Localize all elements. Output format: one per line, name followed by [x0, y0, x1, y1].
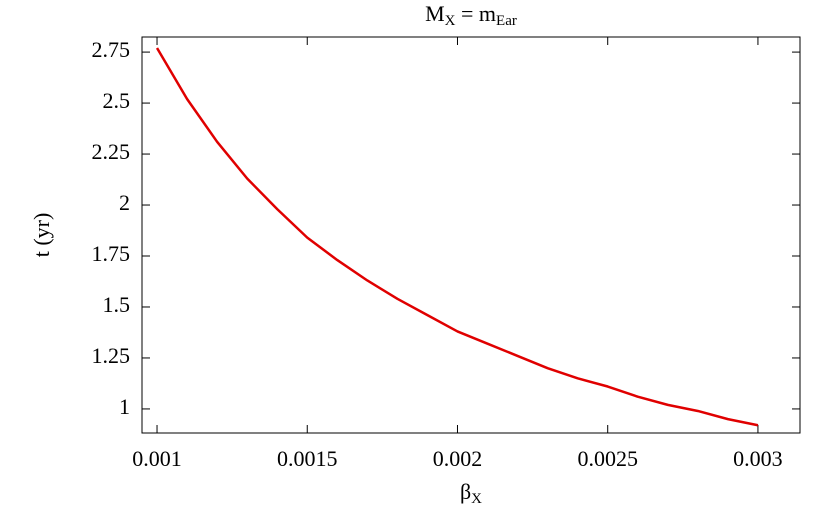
text-part: = m	[456, 1, 497, 26]
subscript: X	[471, 491, 482, 507]
y-tick-label: 1.25	[92, 343, 131, 368]
subscript: X	[445, 13, 456, 29]
y-axis-label: t (yr)	[29, 213, 54, 258]
data-line	[155, 47, 759, 427]
chart-title: MX = mEar	[425, 1, 517, 29]
y-tick-label: 2.75	[92, 37, 131, 62]
x-tick-label: 0.002	[433, 446, 483, 471]
y-tick-label: 1	[119, 394, 130, 419]
x-tick-label: 0.0025	[577, 446, 638, 471]
y-tick-label: 2.5	[103, 88, 131, 113]
y-tick-label: 2.25	[92, 139, 131, 164]
x-tick-label: 0.003	[733, 446, 783, 471]
x-tick-label: 0.0015	[277, 446, 338, 471]
text-part: M	[425, 1, 445, 26]
y-tick-label: 2	[119, 190, 130, 215]
text-part: β	[460, 479, 471, 504]
plot-frame	[141, 36, 801, 434]
y-tick-label: 1.5	[103, 292, 131, 317]
x-tick-label: 0.001	[132, 446, 182, 471]
y-tick-label: 1.75	[92, 241, 131, 266]
x-axis-label: βX	[460, 479, 482, 507]
subscript: Ear	[496, 13, 517, 29]
